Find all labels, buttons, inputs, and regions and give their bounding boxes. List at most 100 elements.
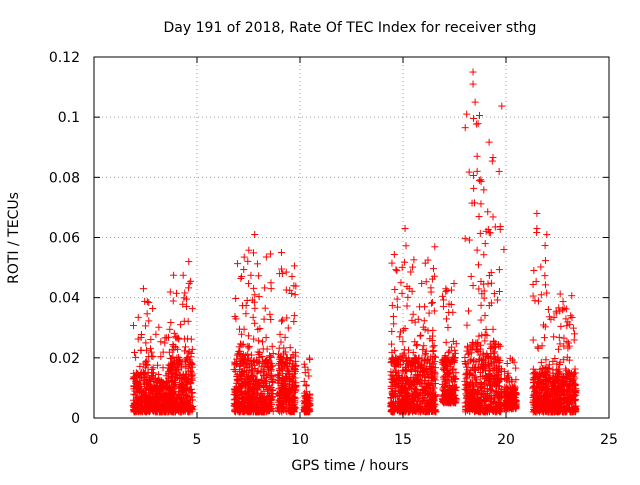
data-point <box>286 344 294 352</box>
data-point <box>481 240 489 248</box>
data-point <box>242 310 250 318</box>
data-point <box>461 353 469 361</box>
data-point <box>484 208 492 216</box>
data-point <box>165 333 173 341</box>
data-point <box>181 347 189 355</box>
data-point <box>540 334 548 342</box>
data-point <box>391 285 399 293</box>
data-point <box>477 301 485 309</box>
data-point <box>149 305 157 313</box>
data-point <box>529 336 537 344</box>
data-point <box>170 394 178 402</box>
data-point <box>179 300 187 308</box>
data-point <box>179 271 187 279</box>
data-point <box>133 389 141 397</box>
data-point <box>183 384 191 392</box>
data-point <box>143 381 151 389</box>
data-point <box>181 289 189 297</box>
data-point <box>495 266 503 274</box>
data-point <box>560 334 568 342</box>
data-point <box>260 315 268 323</box>
data-point <box>571 365 579 373</box>
chart-title: Day 191 of 2018, Rate Of TEC Index for r… <box>164 20 537 36</box>
y-tick-label: 0.04 <box>49 291 80 307</box>
data-point <box>266 310 274 318</box>
x-tick-label: 5 <box>193 432 202 448</box>
x-tick-label: 15 <box>394 432 412 448</box>
data-point <box>442 338 450 346</box>
data-point <box>188 368 196 376</box>
data-point <box>180 294 188 302</box>
data-point <box>495 167 503 175</box>
data-point <box>554 345 562 353</box>
data-point <box>134 335 142 343</box>
data-point <box>300 360 308 368</box>
data-point <box>305 372 313 380</box>
data-point <box>393 303 401 311</box>
data-point <box>398 289 406 297</box>
data-point <box>529 280 537 288</box>
data-point-peak <box>500 246 508 254</box>
data-point <box>167 318 175 326</box>
data-point <box>131 382 139 390</box>
data-point <box>396 333 404 341</box>
data-point <box>250 335 258 343</box>
data-point <box>143 310 151 318</box>
data-point <box>451 346 459 354</box>
data-point <box>169 389 177 397</box>
data-point <box>400 346 408 354</box>
y-tick-label: 0.02 <box>49 351 80 367</box>
data-point <box>134 313 142 321</box>
data-point <box>168 354 176 362</box>
data-point <box>134 383 142 391</box>
data-point <box>550 333 558 341</box>
data-point <box>569 324 577 332</box>
data-point <box>255 293 263 301</box>
y-tick-label: 0.08 <box>49 170 80 186</box>
data-point-peak <box>469 68 477 76</box>
data-point <box>465 307 473 315</box>
data-point <box>177 383 185 391</box>
data-point <box>430 342 438 350</box>
data-point <box>183 353 191 361</box>
data-point <box>302 381 310 389</box>
data-point <box>422 278 430 286</box>
data-point <box>169 341 177 349</box>
data-point <box>188 376 196 384</box>
y-tick-label: 0.12 <box>49 50 80 66</box>
data-point <box>237 274 245 282</box>
data-point <box>481 331 489 339</box>
data-point <box>169 363 177 371</box>
data-point <box>180 387 188 395</box>
data-point-peak <box>471 98 479 106</box>
data-point <box>258 338 266 346</box>
data-point <box>388 340 396 348</box>
data-point <box>392 266 400 274</box>
y-axis-label: ROTI / TECUs <box>6 192 22 284</box>
data-point <box>465 168 473 176</box>
data-point <box>541 323 549 331</box>
data-point <box>282 268 290 276</box>
data-point <box>418 279 426 287</box>
data-point <box>259 345 267 353</box>
data-point <box>130 322 138 330</box>
data-point <box>188 389 196 397</box>
data-point <box>428 298 436 306</box>
data-point <box>480 186 488 194</box>
data-point <box>266 250 274 258</box>
data-point <box>532 277 540 285</box>
data-point <box>570 336 578 344</box>
data-point <box>463 110 471 118</box>
data-point <box>429 326 437 334</box>
data-point <box>475 176 483 184</box>
data-point <box>166 288 174 296</box>
data-point <box>407 268 415 276</box>
data-point <box>137 334 145 342</box>
data-point-peak <box>469 80 477 88</box>
data-point <box>429 343 437 351</box>
data-point <box>540 321 548 329</box>
data-point <box>157 338 165 346</box>
data-point <box>182 391 190 399</box>
data-point <box>439 292 447 300</box>
data-point <box>290 262 298 270</box>
